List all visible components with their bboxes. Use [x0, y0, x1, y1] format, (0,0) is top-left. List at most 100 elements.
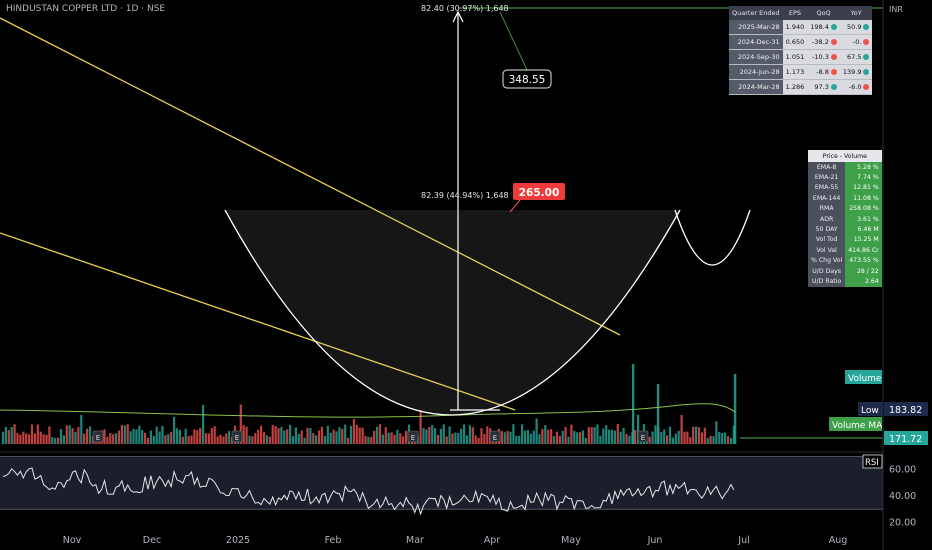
- pv-row: RMA 258.08 %: [808, 203, 882, 214]
- fund-row: 2025-Mar-28 1.940 198.4 50.9: [729, 20, 873, 35]
- target-box: [502, 69, 552, 89]
- volume-bar: [306, 427, 309, 444]
- handle-curve: [674, 209, 751, 266]
- volume-bar: [454, 432, 457, 444]
- volume-bar: [289, 424, 292, 444]
- volume-bar: [526, 430, 529, 444]
- volume-bar: [712, 436, 715, 444]
- volume-bar: [457, 432, 460, 444]
- volume-bar: [721, 432, 724, 444]
- pv-value: 7.74 %: [845, 172, 882, 183]
- qoq-dot-icon: [830, 54, 837, 60]
- volume-bar: [103, 429, 106, 444]
- earnings-marker: [231, 430, 243, 443]
- volume-bar: [608, 429, 611, 444]
- volume-bar: [22, 431, 25, 444]
- volume-bar: [158, 431, 161, 444]
- pv-key: U/D Days: [808, 265, 846, 277]
- chart-title: HINDUSTAN COPPER LTD · 1D · NSE: [6, 4, 166, 14]
- volume-bar: [36, 424, 39, 444]
- volume-bar: [477, 437, 480, 444]
- volume-bar: [141, 430, 144, 444]
- volume-bar: [541, 428, 544, 444]
- volume-bar: [376, 426, 379, 444]
- pv-row: EMA-55 12.81 %: [808, 182, 882, 194]
- price-volume-header: Price - Volume: [808, 150, 882, 162]
- volume-bar: [570, 424, 573, 444]
- volume-bar: [387, 432, 390, 444]
- volume-bar: [358, 427, 361, 444]
- volume-bar: [88, 426, 92, 444]
- fund-qoq: 97.3: [807, 79, 840, 95]
- pv-value: 5.28 %: [845, 162, 882, 173]
- volume-bar: [550, 429, 553, 444]
- volume-bar: [451, 433, 454, 444]
- upper-trendline: [0, 17, 621, 336]
- volume-bar: [190, 435, 193, 444]
- volume-bar: [663, 429, 666, 444]
- volume-bar: [268, 436, 271, 444]
- volume-bar: [149, 430, 152, 444]
- volume-bar: [175, 428, 179, 444]
- pv-row: U/D Days 28 / 22: [808, 265, 882, 277]
- fund-quarter: 2024-Mar-28: [729, 79, 783, 95]
- volume-bar: [277, 428, 280, 444]
- volume-bar: [521, 424, 524, 444]
- volume-bar: [567, 436, 570, 444]
- volume-bar: [219, 434, 222, 444]
- volume-bar: [7, 430, 10, 444]
- breakout-label: 265.00: [519, 187, 560, 199]
- volume-bar: [695, 426, 698, 444]
- volume-bar: [706, 437, 709, 444]
- volume-bar: [715, 421, 718, 444]
- volume-bar: [660, 432, 663, 444]
- target-leader: [499, 11, 529, 73]
- volume-bar: [613, 430, 616, 444]
- volume-bar: [286, 429, 289, 444]
- fund-quarter: 2024-Jun-28: [729, 64, 783, 80]
- volume-bar: [552, 436, 556, 444]
- rsi-label: RSI: [865, 458, 879, 468]
- volume-bar: [86, 428, 89, 444]
- volume-bar: [483, 433, 486, 444]
- price-axis: 340.00330.00320.00310.00300.00290.00280.…: [882, 0, 903, 550]
- volume-bar: [132, 428, 135, 444]
- x-tick-label: Apr: [484, 535, 501, 546]
- volume-bar: [42, 434, 45, 444]
- volume-bar: [62, 435, 65, 444]
- pv-row: U/D Ratio 2.64: [808, 276, 882, 287]
- x-tick-label: Jun: [647, 535, 663, 546]
- pv-value: 3.61 %: [845, 213, 882, 225]
- volume-bar: [173, 416, 176, 444]
- price-tag-name: Low: [861, 406, 879, 416]
- volume-ma-label-box: [829, 417, 882, 431]
- volume-bar: [364, 435, 367, 444]
- pv-value: 473.55 %: [845, 255, 882, 266]
- volume-bar: [178, 429, 181, 444]
- volume-bar: [425, 429, 428, 444]
- rsi-tick-label: 60.00: [889, 465, 916, 476]
- measure-mid-label: 82.39 (44.94%) 1,648: [421, 191, 509, 200]
- volume-bar: [561, 430, 564, 444]
- volume-bar: [378, 424, 382, 444]
- volume-bar: [68, 425, 71, 444]
- volume-bar: [213, 426, 216, 444]
- volume-bar: [512, 424, 515, 444]
- volume-bar: [228, 430, 231, 444]
- qoq-dot-icon: [830, 39, 837, 45]
- volume-bar: [399, 433, 402, 444]
- earnings-marker: [407, 430, 419, 443]
- volume-bar: [692, 426, 695, 444]
- volume-bar: [262, 432, 266, 444]
- volume-bar: [581, 430, 585, 444]
- volume-bar: [329, 432, 332, 444]
- volume-bar: [729, 437, 732, 444]
- volume-bar: [30, 424, 34, 444]
- fund-qoq: -38.2: [807, 34, 840, 50]
- volume-bar: [724, 432, 727, 444]
- chart-labels: 82.40 (30.97%) 1,648 82.39 (44.94%) 1,648…: [421, 4, 928, 469]
- fund-quarter: 2024-Sep-30: [729, 49, 783, 65]
- pv-row: % Chg Vol 473.55 %: [808, 255, 882, 266]
- volume-bar: [558, 435, 561, 444]
